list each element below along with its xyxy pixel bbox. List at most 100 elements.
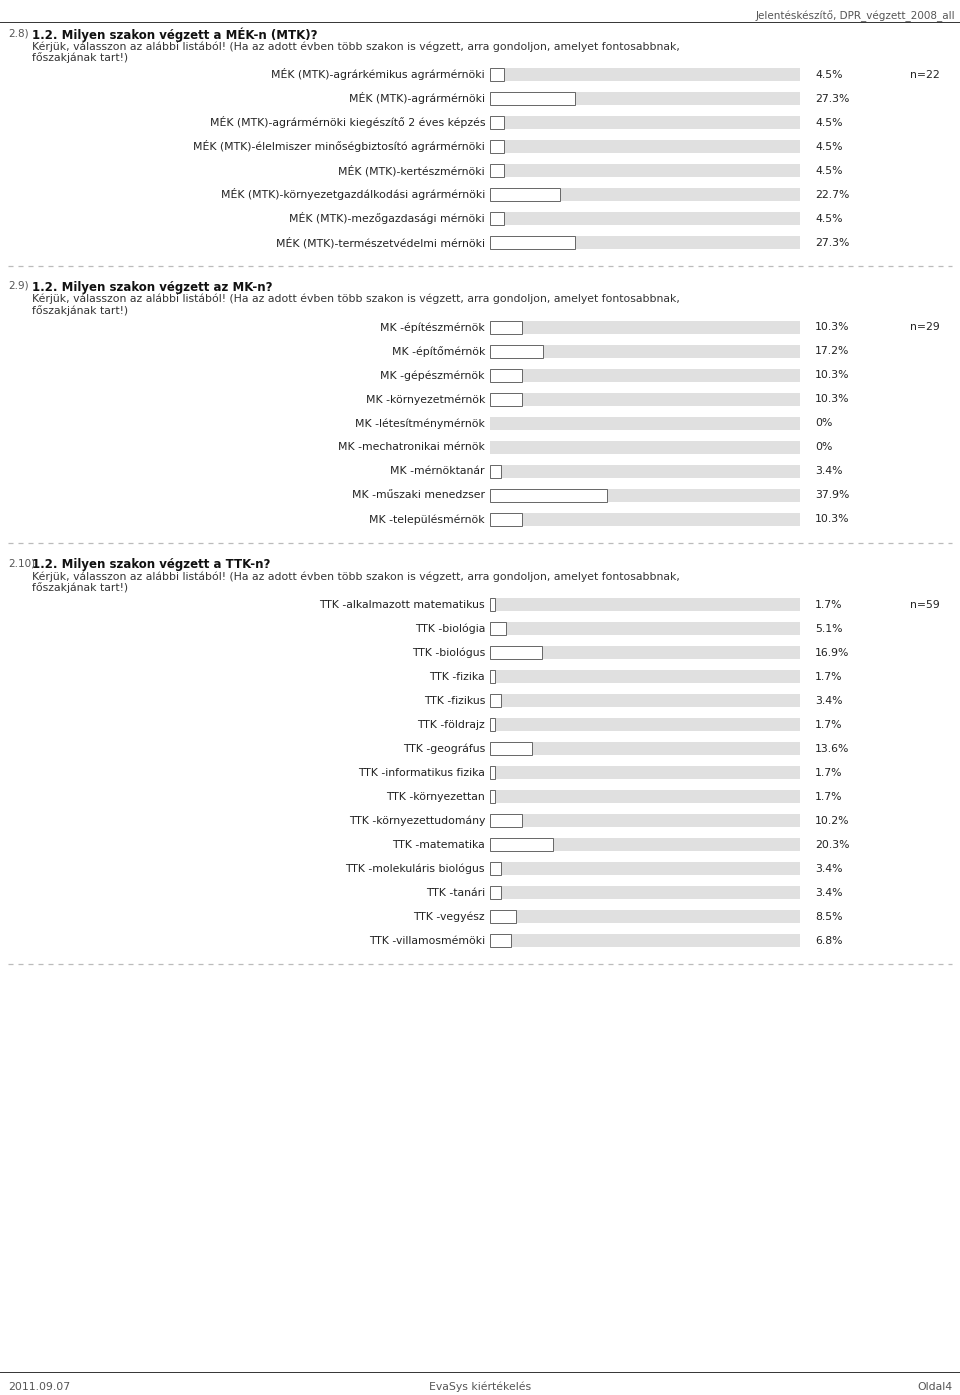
- Text: 17.2%: 17.2%: [815, 346, 850, 357]
- Text: 10.3%: 10.3%: [815, 322, 850, 332]
- Bar: [490, 838, 800, 851]
- Bar: [490, 838, 553, 851]
- Text: MK -gépészmérnök: MK -gépészmérnök: [380, 370, 485, 381]
- Text: 1.7%: 1.7%: [815, 600, 843, 610]
- Bar: [490, 910, 800, 923]
- Bar: [490, 345, 800, 359]
- Text: TTK -molekuláris biológus: TTK -molekuláris biológus: [346, 864, 485, 873]
- Text: 3.4%: 3.4%: [815, 887, 843, 897]
- Text: Kérjük, válasszon az alábbi listából! (Ha az adott évben több szakon is végzett,: Kérjük, válasszon az alábbi listából! (H…: [32, 40, 680, 52]
- Text: Kérjük, válasszon az alábbi listából! (Ha az adott évben több szakon is végzett,: Kérjük, válasszon az alábbi listából! (H…: [32, 294, 680, 304]
- Bar: [490, 68, 504, 81]
- Text: 5.1%: 5.1%: [815, 624, 843, 633]
- Bar: [490, 935, 511, 947]
- Bar: [490, 815, 800, 827]
- Bar: [490, 321, 800, 333]
- Text: 6.8%: 6.8%: [815, 936, 843, 946]
- Text: 2.8): 2.8): [8, 28, 29, 38]
- Text: TTK -villamosmémöki: TTK -villamosmémöki: [369, 936, 485, 946]
- Bar: [490, 766, 800, 778]
- Bar: [490, 321, 522, 333]
- Text: Kérjük, válasszon az alábbi listából! (Ha az adott évben több szakon is végzett,: Kérjük, válasszon az alábbi listából! (H…: [32, 571, 680, 582]
- Text: 10.3%: 10.3%: [815, 515, 850, 525]
- Bar: [490, 140, 800, 153]
- Bar: [490, 165, 800, 177]
- Text: MK -építészmérnök: MK -építészmérnök: [380, 322, 485, 333]
- Text: MÉK (MTK)-élelmiszer minőségbiztosító agrármérnöki: MÉK (MTK)-élelmiszer minőségbiztosító ag…: [193, 141, 485, 152]
- Text: MK -környezetmérnök: MK -környezetmérnök: [366, 395, 485, 405]
- Text: MK -településmérnök: MK -településmérnök: [370, 515, 485, 525]
- Text: 1.2. Milyen szakon végzett a TTK-n?: 1.2. Milyen szakon végzett a TTK-n?: [32, 558, 271, 571]
- Bar: [490, 370, 522, 382]
- Text: Jelentéskészítő, DPR_végzett_2008_all: Jelentéskészítő, DPR_végzett_2008_all: [756, 10, 955, 22]
- Bar: [490, 718, 495, 731]
- Bar: [490, 670, 800, 684]
- Text: MÉK (MTK)-agrárkémikus agrármérnöki: MÉK (MTK)-agrárkémikus agrármérnöki: [272, 68, 485, 81]
- Bar: [490, 513, 522, 526]
- Bar: [490, 465, 500, 478]
- Bar: [490, 116, 800, 128]
- Text: MK -mechatronikai mérnök: MK -mechatronikai mérnök: [338, 442, 485, 452]
- Text: 3.4%: 3.4%: [815, 696, 843, 706]
- Bar: [490, 693, 500, 707]
- Text: MÉK (MTK)-mezőgazdasági mérnöki: MÉK (MTK)-mezőgazdasági mérnöki: [289, 212, 485, 225]
- Bar: [490, 92, 575, 105]
- Text: 20.3%: 20.3%: [815, 840, 850, 850]
- Text: EvaSys kiértékelés: EvaSys kiértékelés: [429, 1382, 531, 1392]
- Bar: [490, 670, 495, 684]
- Text: TTK -geográfus: TTK -geográfus: [403, 744, 485, 753]
- Text: 4.5%: 4.5%: [815, 141, 843, 152]
- Text: 4.5%: 4.5%: [815, 166, 843, 176]
- Bar: [490, 622, 506, 635]
- Bar: [490, 393, 522, 406]
- Text: Oldal4: Oldal4: [917, 1382, 952, 1392]
- Text: TTK -biológia: TTK -biológia: [415, 624, 485, 633]
- Bar: [490, 862, 800, 875]
- Text: TTK -informatikus fizika: TTK -informatikus fizika: [358, 767, 485, 777]
- Bar: [490, 116, 504, 128]
- Bar: [490, 766, 495, 778]
- Text: 1.7%: 1.7%: [815, 791, 843, 802]
- Bar: [490, 441, 800, 453]
- Text: TTK -fizikus: TTK -fizikus: [423, 696, 485, 706]
- Text: 2.9): 2.9): [8, 280, 29, 292]
- Text: 0%: 0%: [815, 418, 832, 428]
- Bar: [490, 598, 800, 611]
- Text: főszakjának tart!): főszakjának tart!): [32, 582, 128, 593]
- Bar: [490, 886, 500, 898]
- Text: 1.7%: 1.7%: [815, 671, 843, 682]
- Text: 10.3%: 10.3%: [815, 395, 850, 405]
- Text: MÉK (MTK)-természetvédelmi mérnöki: MÉK (MTK)-természetvédelmi mérnöki: [276, 237, 485, 248]
- Bar: [490, 188, 561, 201]
- Text: 1.2. Milyen szakon végzett a MÉK-n (MTK)?: 1.2. Milyen szakon végzett a MÉK-n (MTK)…: [32, 28, 318, 42]
- Text: 13.6%: 13.6%: [815, 744, 850, 753]
- Bar: [490, 886, 800, 898]
- Text: n=29: n=29: [910, 322, 940, 332]
- Text: MÉK (MTK)-agrármérnöki kiegészítő 2 éves képzés: MÉK (MTK)-agrármérnöki kiegészítő 2 éves…: [209, 117, 485, 128]
- Text: 10.3%: 10.3%: [815, 371, 850, 381]
- Bar: [490, 490, 800, 502]
- Bar: [490, 646, 542, 658]
- Text: 2011.09.07: 2011.09.07: [8, 1382, 70, 1392]
- Text: MK -létesítménymérnök: MK -létesítménymérnök: [355, 418, 485, 428]
- Bar: [490, 646, 800, 658]
- Bar: [490, 465, 800, 478]
- Bar: [490, 513, 800, 526]
- Text: 0%: 0%: [815, 442, 832, 452]
- Text: 22.7%: 22.7%: [815, 190, 850, 199]
- Text: 4.5%: 4.5%: [815, 213, 843, 223]
- Text: 1.7%: 1.7%: [815, 767, 843, 777]
- Bar: [490, 790, 495, 804]
- Text: 1.2. Milyen szakon végzett az MK-n?: 1.2. Milyen szakon végzett az MK-n?: [32, 280, 273, 294]
- Bar: [490, 935, 800, 947]
- Bar: [490, 188, 800, 201]
- Bar: [490, 212, 504, 225]
- Bar: [490, 693, 800, 707]
- Bar: [490, 910, 516, 923]
- Bar: [490, 370, 800, 382]
- Bar: [490, 417, 800, 430]
- Bar: [490, 490, 608, 502]
- Text: főszakjának tart!): főszakjának tart!): [32, 306, 128, 317]
- Text: TTK -alkalmazott matematikus: TTK -alkalmazott matematikus: [320, 600, 485, 610]
- Text: MÉK (MTK)-kertészmérnöki: MÉK (MTK)-kertészmérnöki: [338, 165, 485, 176]
